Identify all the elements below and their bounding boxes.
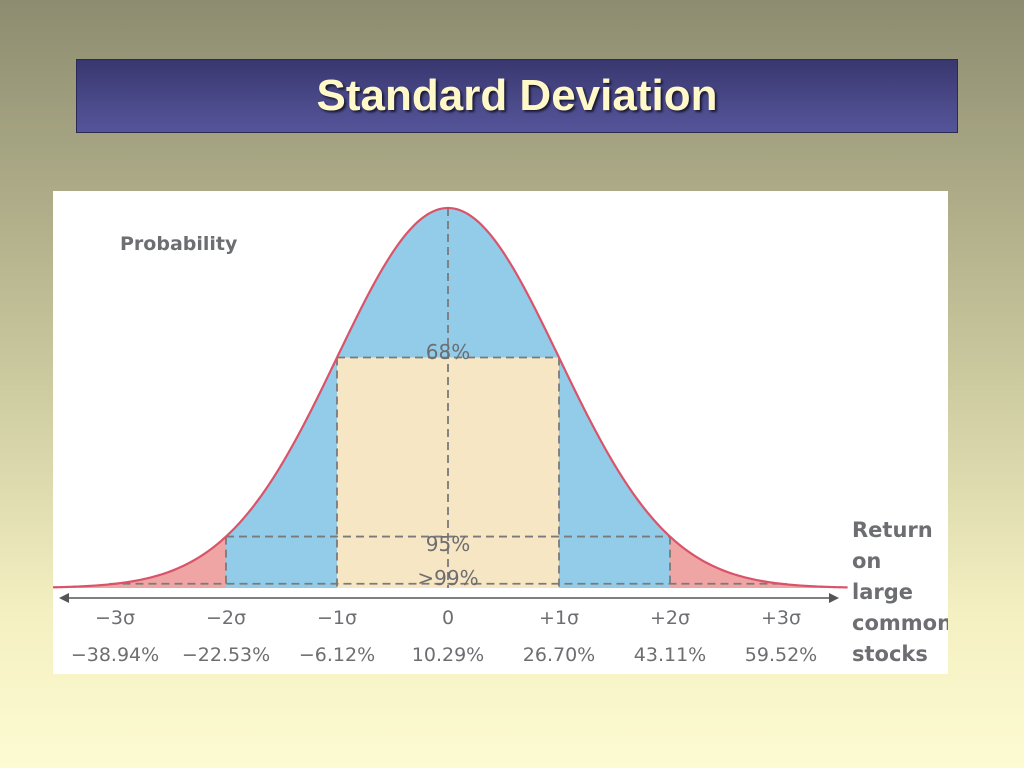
axis-arrow-right xyxy=(829,593,839,603)
tick-sigma-label-3: 0 xyxy=(442,607,454,629)
tick-sigma-label-4: +1σ xyxy=(539,607,579,629)
tick-value-label-6: 59.52% xyxy=(745,644,817,666)
y-axis-label: Probability xyxy=(120,233,238,255)
tick-value-label-5: 43.11% xyxy=(634,644,706,666)
x-axis-label-line-0: Return xyxy=(852,518,933,542)
title-bar: Standard Deviation xyxy=(76,59,958,133)
x-axis-label-line-3: common xyxy=(852,611,948,635)
tick-sigma-label-6: +3σ xyxy=(761,607,801,629)
x-axis xyxy=(59,593,839,603)
tick-sigma-label-2: −1σ xyxy=(317,607,357,629)
tick-value-label-4: 26.70% xyxy=(523,644,595,666)
bell-curve xyxy=(53,206,848,589)
band-label-2: >99% xyxy=(417,566,478,590)
tick-sigma-label-5: +2σ xyxy=(650,607,690,629)
chart-labels: −3σ −38.94% −2σ −22.53% −1σ −6.12% 0 10.29% +1σ 2… xyxy=(71,233,948,666)
band-label-1: 95% xyxy=(426,532,470,556)
tick-sigma-label-0: −3σ xyxy=(95,607,135,629)
tick-value-label-3: 10.29% xyxy=(412,644,484,666)
tick-value-label-2: −6.12% xyxy=(299,644,375,666)
x-axis-label-line-4: stocks xyxy=(852,642,928,666)
tick-value-label-1: −22.53% xyxy=(182,644,270,666)
dashed-guides xyxy=(109,208,787,588)
x-axis-label-line-1: on xyxy=(852,549,881,573)
normal-distribution-chart: −3σ −38.94% −2σ −22.53% −1σ −6.12% 0 10.29% +1σ 2… xyxy=(53,206,948,666)
slide-title: Standard Deviation xyxy=(316,71,718,120)
axis-arrow-left xyxy=(59,593,69,603)
band-label-0: 68% xyxy=(426,340,470,364)
x-axis-label-line-2: large xyxy=(852,580,913,604)
area-fills xyxy=(53,208,848,588)
tick-value-label-0: −38.94% xyxy=(71,644,159,666)
tick-sigma-label-1: −2σ xyxy=(206,607,246,629)
chart-panel: −3σ −38.94% −2σ −22.53% −1σ −6.12% 0 10.29% +1σ 2… xyxy=(53,191,948,674)
